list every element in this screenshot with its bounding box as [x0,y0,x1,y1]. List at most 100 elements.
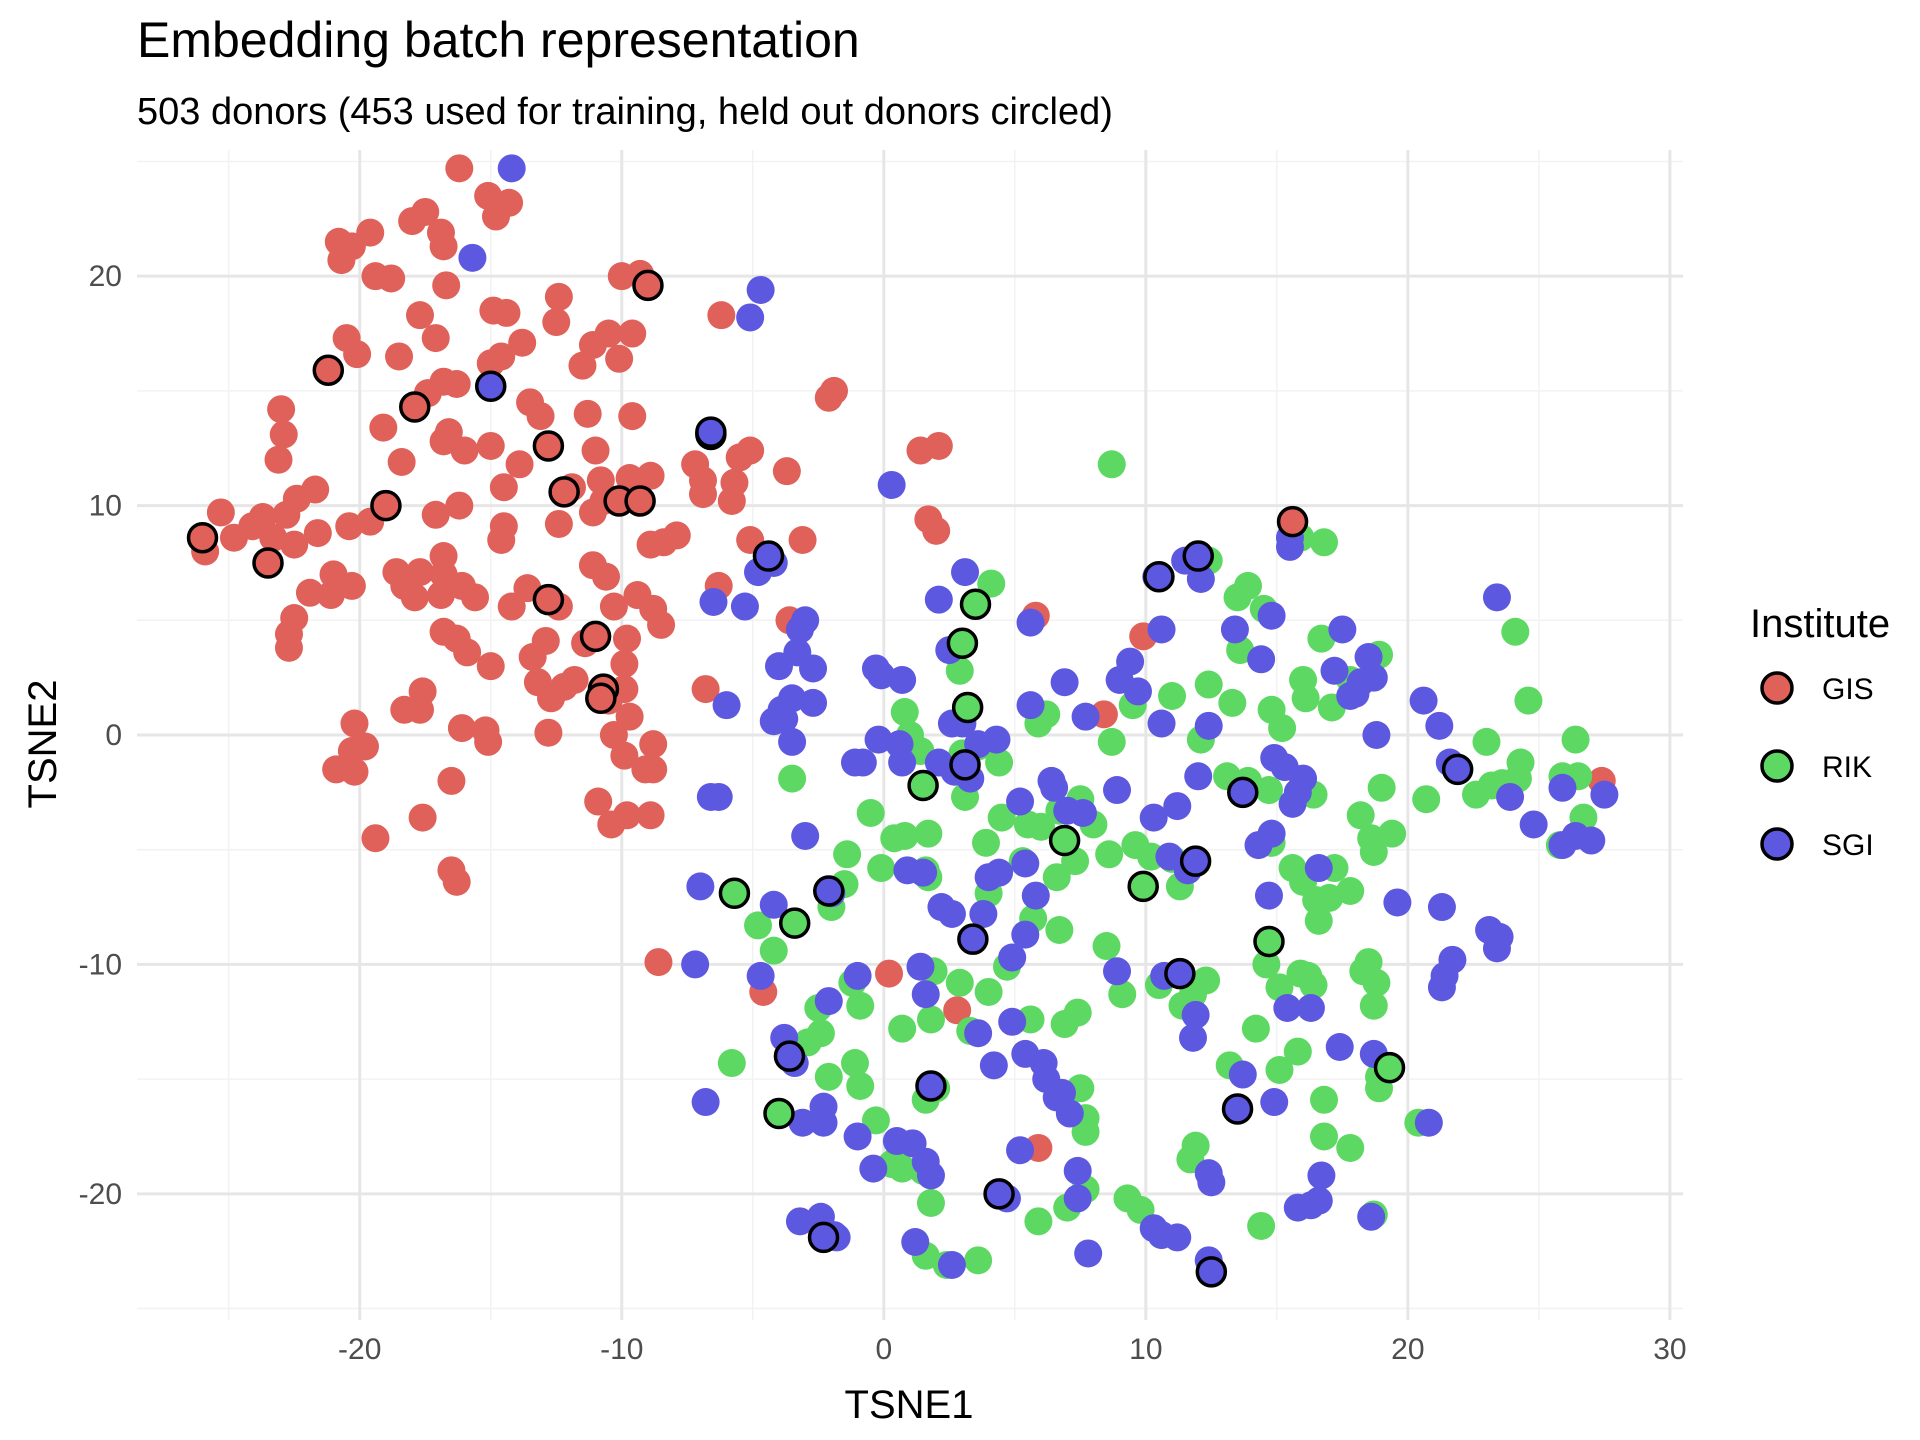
data-point [1427,973,1456,1002]
data-point [1519,810,1548,839]
data-point [1071,702,1100,731]
data-point [445,491,474,520]
data-point [1194,670,1223,699]
held-out-rik [718,588,1406,1130]
data-point [581,436,610,465]
data-point [1412,785,1441,814]
data-point [421,500,450,529]
data-point [421,324,450,353]
data-point [445,154,474,183]
data-point [681,950,710,979]
data-point [1346,801,1375,830]
data-point [1252,950,1281,979]
data-point [432,271,461,300]
y-tick-label: 10 [89,490,122,523]
data-point [274,633,303,662]
data-point [340,709,369,738]
data-point [1289,764,1318,793]
data-point [890,698,919,727]
data-point [518,643,547,671]
data-point [1273,994,1302,1022]
data-point [636,461,665,490]
data-point [971,828,1000,857]
data-point [791,821,820,850]
data-point [340,757,369,786]
data-point [605,344,634,373]
data-point [888,665,917,694]
data-point [843,961,872,990]
data-point [806,1019,835,1048]
held-out-gis [186,269,1309,715]
data-point [1367,773,1396,802]
data-point [610,649,639,678]
data-point [778,764,807,793]
y-axis-title: TSNE2 [21,680,65,809]
data-point [1496,782,1525,811]
data-point [405,301,434,330]
data-point [1482,583,1511,612]
y-axis-ticks: -20 -10 0 10 20 [79,260,122,1211]
data-point [840,748,869,777]
legend-key-rik [1760,749,1794,783]
data-point [1228,1060,1257,1089]
data-point [474,727,503,756]
data-point [615,464,644,493]
data-point [219,523,248,552]
data-point [405,558,434,587]
data-point [736,436,765,465]
data-point [377,264,406,293]
data-point [1158,682,1187,710]
data-point [337,571,366,600]
legend-label-sgi: SGI [1822,829,1874,862]
held-out-data-point [1195,1256,1228,1288]
data-point [1103,957,1132,986]
data-point [964,1019,993,1048]
data-point [1006,1136,1035,1165]
data-point [840,1049,869,1078]
data-point [820,376,849,405]
data-point [1357,824,1386,853]
x-axis-title: TSNE1 [845,1383,974,1427]
data-point [1296,994,1325,1022]
data-point [476,349,505,378]
held-out-data-point [632,269,664,302]
data-point [759,936,788,965]
data-point [1108,980,1137,1009]
data-point [785,1207,814,1236]
data-point [578,331,607,359]
data-point [476,652,505,681]
held-out-data-point [718,877,751,910]
data-point [1024,1207,1053,1236]
data-point [814,987,843,1016]
data-point [272,500,301,529]
data-point [426,581,455,610]
data-point [1178,1023,1207,1052]
data-point [1268,714,1297,743]
data-point [1184,762,1213,791]
data-point [916,1005,945,1034]
held-out-data-point [474,370,507,403]
data-point [639,755,668,784]
data-point [864,725,893,754]
data-point [636,801,665,830]
held-out-data-point [1253,925,1285,958]
x-tick-label: 20 [1391,1333,1424,1366]
data-point [1071,1117,1100,1146]
data-point [1514,686,1543,715]
data-point [647,610,676,639]
data-point [1362,968,1391,997]
data-point [937,1250,966,1279]
chart-title: Embedding batch representation [137,12,860,68]
data-point [1186,565,1215,593]
data-point [1378,819,1407,848]
data-point [1501,617,1530,646]
data-point [681,450,710,479]
data-point [450,436,479,465]
data-point [1482,934,1511,963]
data-point [914,819,943,848]
data-point [1427,893,1456,922]
data-point [390,695,419,724]
data-point [458,243,487,272]
data-point [943,996,972,1025]
data-point [1223,583,1252,612]
